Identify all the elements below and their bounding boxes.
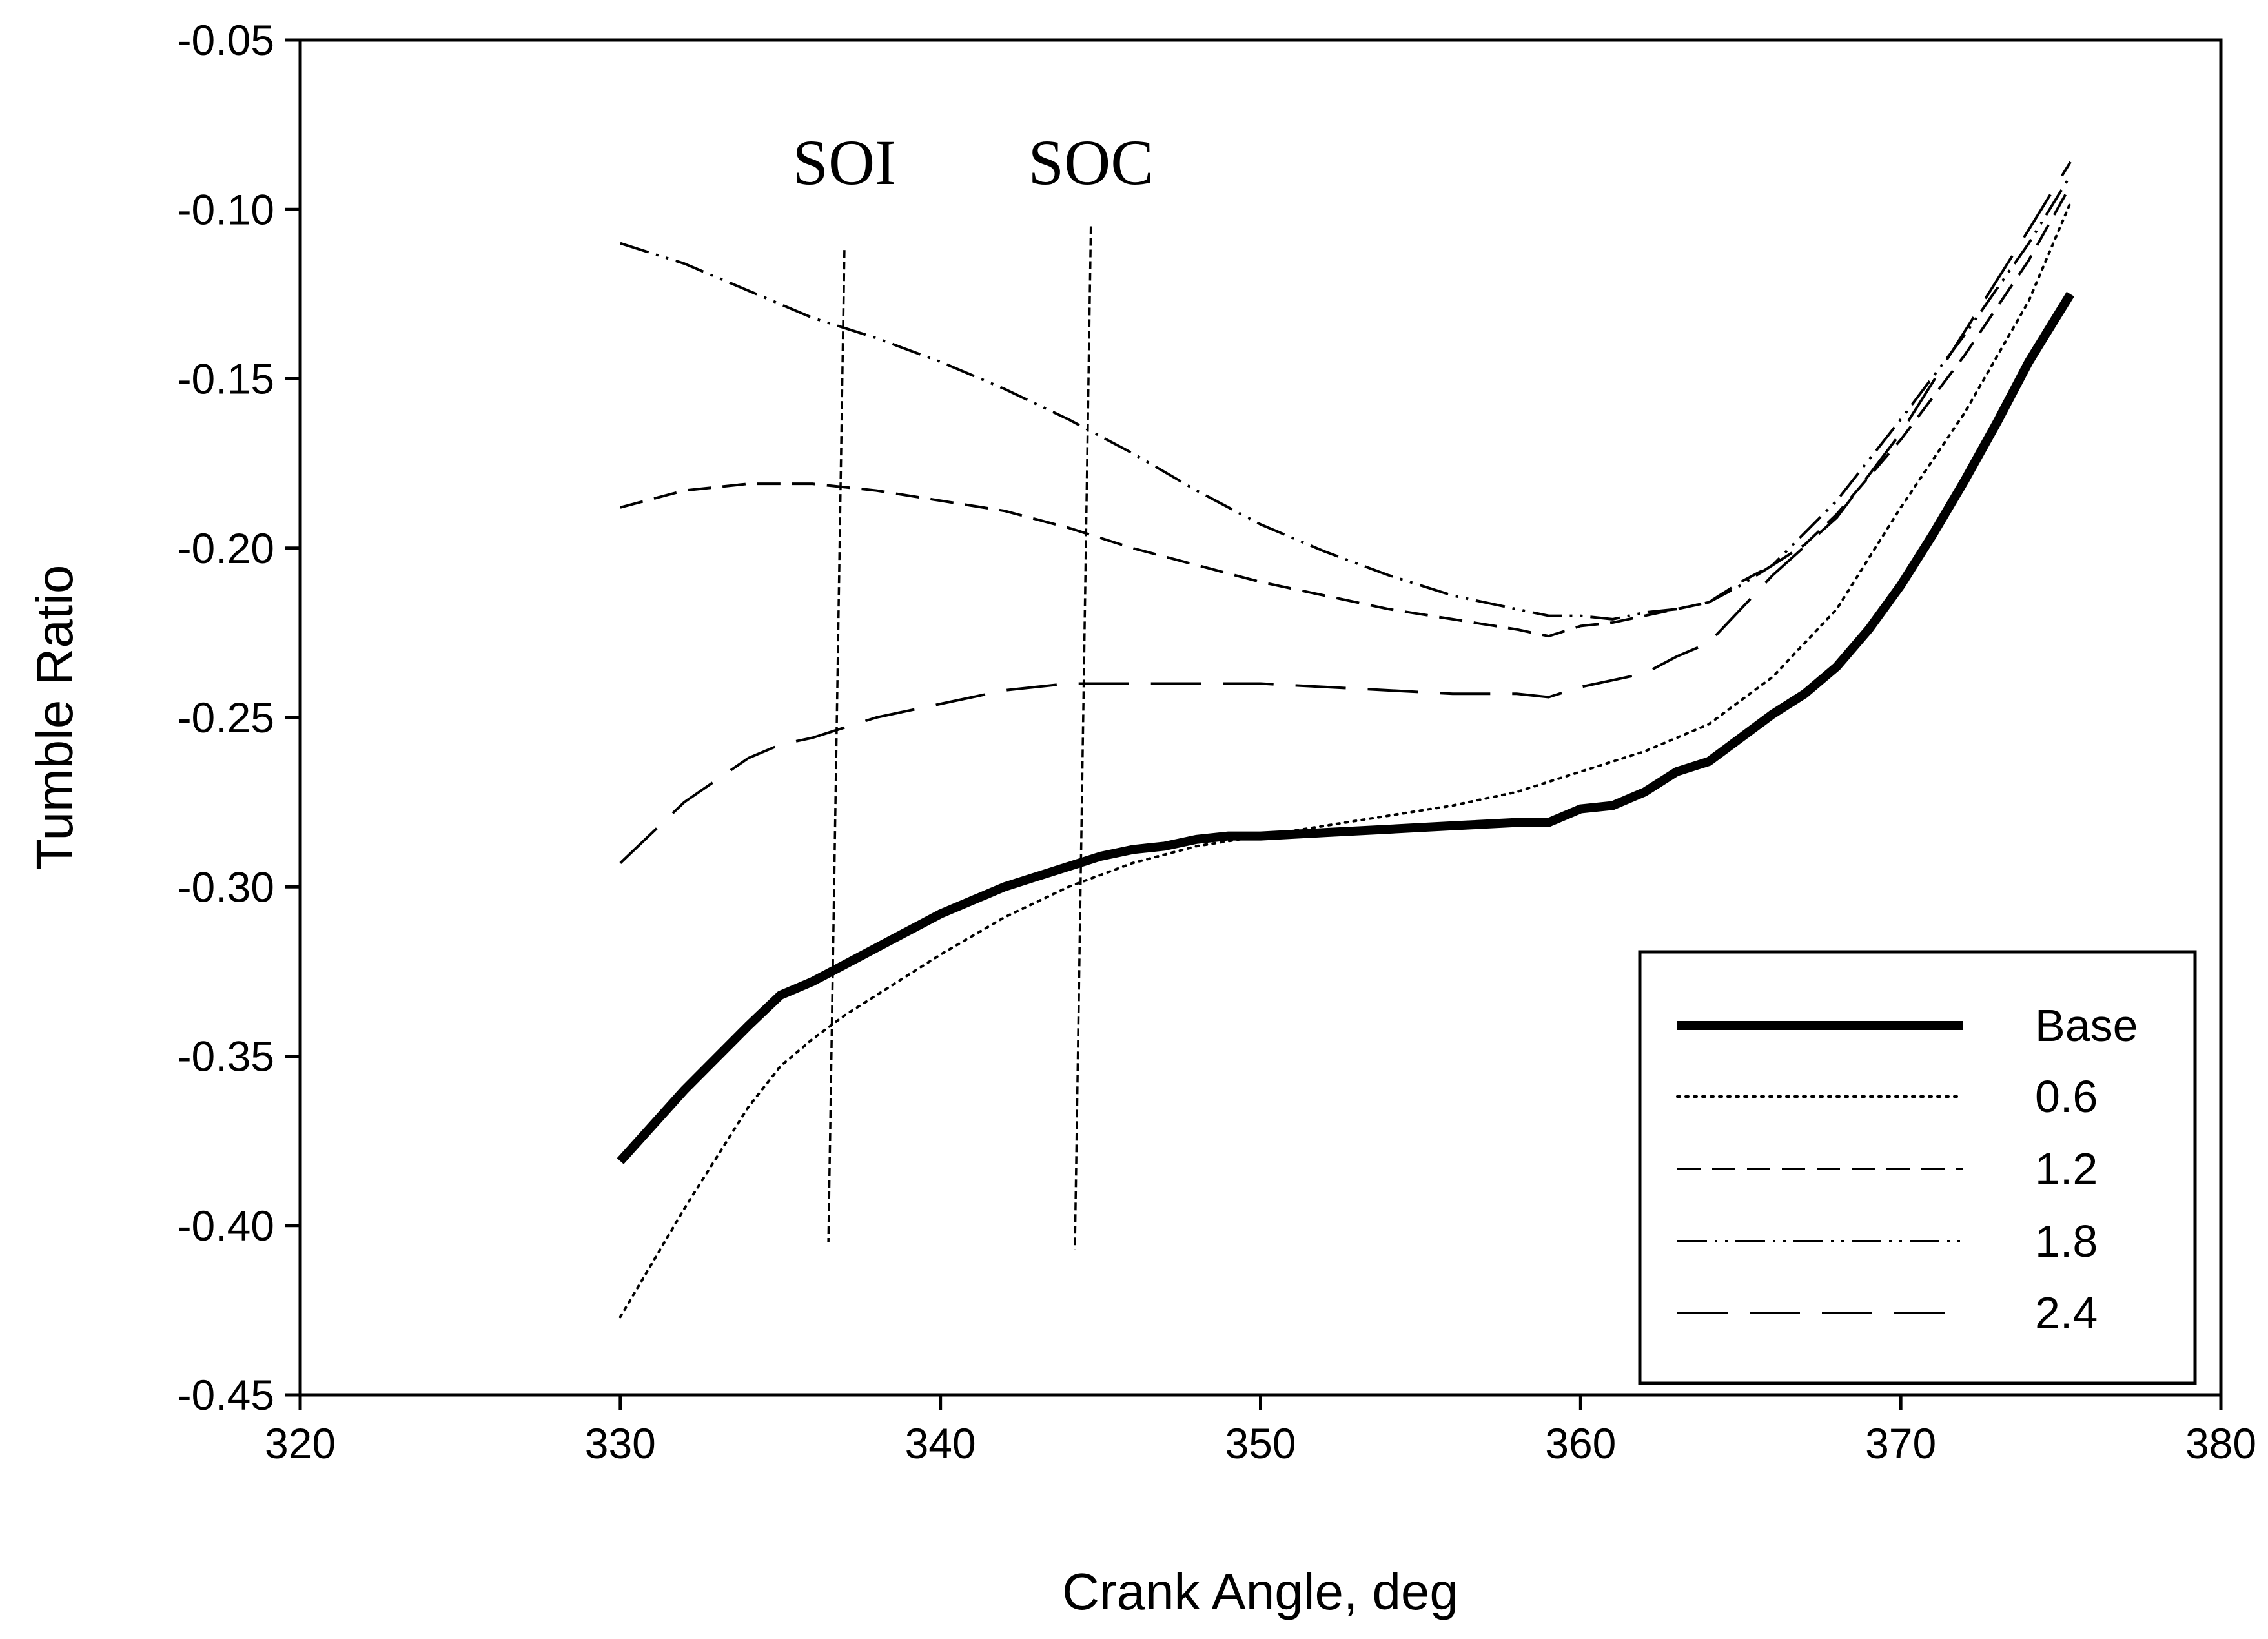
y-tick-label: -0.40 [178,1202,274,1250]
y-tick-label: -0.25 [178,694,274,741]
series-layer [617,161,2074,1319]
soi-label: SOI [792,127,896,198]
legend-label-1-8: 1.8 [2035,1216,2098,1266]
x-tick-label: 360 [1545,1419,1616,1467]
x-tick-label: 340 [905,1419,976,1467]
series-line-base [617,291,2074,1164]
x-tick-label: 320 [265,1419,336,1467]
x-tick-label: 370 [1865,1419,1936,1467]
annotations-layer: SOI SOC [792,127,1154,1250]
legend-label-0-6: 0.6 [2035,1071,2098,1122]
y-axis-title: Tumble Ratio [26,565,83,871]
soi-marker-line [827,250,846,1243]
series-line-2-4 [619,161,2072,864]
y-tick-label: -0.20 [178,524,274,572]
legend-label-2-4: 2.4 [2035,1288,2098,1338]
y-tick-label: -0.05 [178,16,274,64]
x-tick-label: 380 [2185,1419,2256,1467]
y-tick-label: -0.35 [178,1033,274,1080]
legend-label-base: Base [2035,1000,2138,1051]
legend-label-1-2: 1.2 [2035,1144,2098,1194]
y-tick-label: -0.15 [178,355,274,403]
y-tick-label: -0.30 [178,863,274,911]
y-tick-label: -0.10 [178,185,274,233]
x-tick-label: 350 [1225,1419,1296,1467]
x-tick-label: 330 [585,1419,656,1467]
y-tick-label: -0.45 [178,1371,274,1419]
soc-marker-line [1074,226,1092,1250]
series-line-1-2 [620,185,2072,638]
ticks-layer: 320 330 340 350 360 370 380 -0.05 -0.10 -0.15 -0.2… [178,16,2257,1467]
series-line-0-6 [618,201,2072,1319]
soc-label: SOC [1028,127,1154,198]
legend-entries: Base 0.6 1.2 1.8 2.4 [1676,1000,2138,1338]
x-axis-title: Crank Angle, deg [1062,1563,1458,1620]
legend: Base 0.6 1.2 1.8 2.4 [1638,950,2197,1385]
